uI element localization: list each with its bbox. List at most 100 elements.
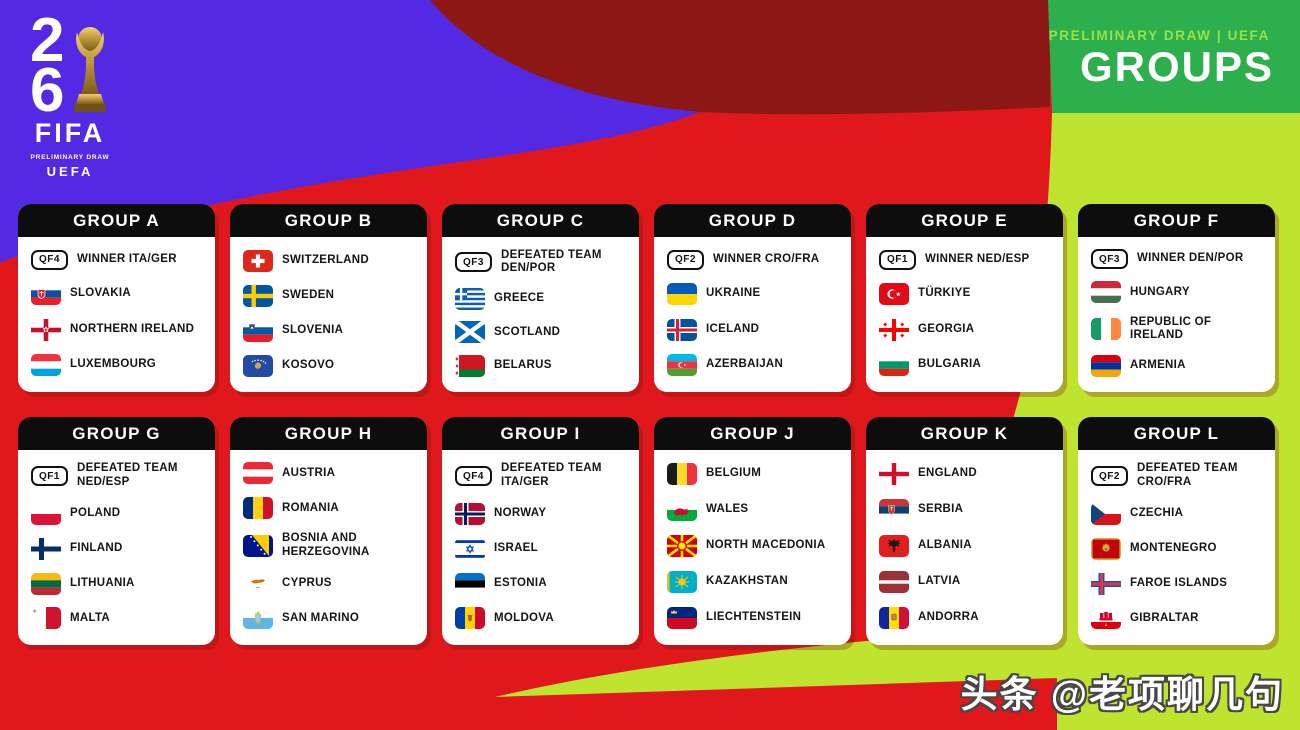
team-row: POLAND: [31, 502, 207, 525]
group-name: GROUP B: [284, 210, 373, 230]
team-row: FAROE ISLANDS: [1091, 572, 1267, 595]
team-row: KOSOVO: [243, 354, 419, 377]
flag-armenia-icon: [1091, 354, 1121, 377]
group-name: GROUP J: [710, 423, 795, 443]
group-name: GROUP K: [920, 423, 1009, 443]
team-row: GIBRALTAR: [1091, 607, 1267, 630]
team-label: GIBRALTAR: [1130, 611, 1199, 624]
group-card-body: QF3 DEFEATED TEAM DEN/POR GREECE SCOTLAND BE…: [442, 237, 639, 392]
flag-belgium-icon: [667, 463, 697, 485]
flag-czechia-icon: [1091, 502, 1121, 525]
team-row: ISRAEL: [455, 537, 631, 560]
team-label: DEFEATED TEAM DEN/POR: [501, 248, 602, 275]
group-name: GROUP H: [284, 423, 373, 443]
qf1-badge: QF1: [31, 466, 68, 487]
group-card-f: GROUP F QF3 WINNER DEN/POR HUNGARY REPUBLIC …: [1078, 204, 1275, 392]
group-card-header: GROUP E: [866, 204, 1063, 237]
team-row: HUNGARY: [1091, 281, 1267, 304]
team-row: SLOVENIA: [243, 319, 419, 342]
team-row: QF4 DEFEATED TEAM ITA/GER: [455, 462, 631, 489]
group-card-header: GROUP A: [18, 204, 215, 237]
team-row: BELGIUM: [667, 463, 843, 485]
team-label: WINNER CRO/FRA: [713, 252, 820, 265]
group-card-body: QF4 DEFEATED TEAM ITA/GER NORWAY ISRAEL ESTO…: [442, 450, 639, 645]
team-row: UKRAINE: [667, 283, 843, 306]
flag-belarus-icon: [455, 355, 485, 378]
group-name: GROUP G: [72, 423, 161, 443]
fifa-wordmark: FIFA: [34, 118, 106, 148]
flag-lithuania-icon: [31, 572, 61, 595]
team-row: SCOTLAND: [455, 321, 631, 344]
team-row: CZECHIA: [1091, 502, 1267, 525]
team-label: ROMANIA: [282, 501, 340, 514]
flag-greece-icon: [455, 287, 485, 310]
group-card-k: GROUP K ENGLAND SERBIA ALBANIA LATVIA ANDORRA: [866, 417, 1063, 645]
team-row: QF3 DEFEATED TEAM DEN/POR: [455, 249, 631, 276]
flag-wales-icon: [667, 499, 697, 521]
team-row: ICELAND: [667, 318, 843, 341]
team-label: POLAND: [70, 506, 121, 519]
logo-tagline: PRELIMINARY DRAW: [30, 154, 110, 161]
qf3-badge: QF3: [1091, 249, 1128, 270]
team-label: LUXEMBOURG: [70, 358, 157, 371]
team-label: NORTHERN IRELAND: [70, 322, 195, 335]
flag-montenegro-icon: [1091, 537, 1121, 560]
watermark-text: 头条 @老项聊几句: [960, 674, 1284, 715]
group-card-header: GROUP G: [18, 417, 215, 450]
team-label: ISRAEL: [494, 541, 538, 554]
group-card-g: GROUP G QF1 DEFEATED TEAM NED/ESP POLAND FIN…: [18, 417, 215, 645]
team-label: SWITZERLAND: [282, 253, 369, 266]
flag-georgia-icon: [879, 318, 909, 341]
team-label: ICELAND: [706, 322, 760, 335]
team-label: GEORGIA: [918, 322, 975, 335]
group-card-body: QF2 DEFEATED TEAM CRO/FRA CZECHIA MONTENEGR…: [1078, 450, 1275, 645]
flag-kazakhstan-icon: [667, 571, 697, 593]
logo-digits: 2 6: [24, 10, 116, 121]
group-name: GROUP L: [1133, 423, 1220, 443]
team-label: DEFEATED TEAM NED/ESP: [77, 462, 178, 489]
team-row: ARMENIA: [1091, 354, 1267, 377]
flag-san-marino-icon: [243, 607, 273, 630]
kicker-title: PRELIMINARY DRAW | UEFA: [1048, 28, 1270, 43]
group-card-d: GROUP D QF2 WINNER CRO/FRA UKRAINE ICELAND AZ…: [654, 204, 851, 392]
team-label: ALBANIA: [918, 539, 972, 552]
team-label: MOLDOVA: [494, 611, 555, 624]
group-card-h: GROUP H AUSTRIA ROMANIA BOSNIA AND HERZEGOV…: [230, 417, 427, 645]
fifa-26-logo: 2 6 FIFA PRELIMINARY DRAW UEFA: [24, 10, 116, 179]
team-label: AUSTRIA: [282, 466, 336, 479]
team-label: GREECE: [494, 291, 545, 304]
group-card-header: GROUP H: [230, 417, 427, 450]
team-row: BULGARIA: [879, 354, 1055, 377]
team-label: HUNGARY: [1130, 285, 1190, 298]
flag-malta-icon: [31, 607, 61, 630]
team-row: SAN MARINO: [243, 607, 419, 630]
team-row: FINLAND: [31, 537, 207, 560]
team-row: ROMANIA: [243, 497, 419, 520]
flag-sweden-icon: [243, 284, 273, 307]
group-card-header: GROUP K: [866, 417, 1063, 450]
group-card-header: GROUP J: [654, 417, 851, 450]
qf2-badge: QF2: [1091, 466, 1128, 487]
team-row: MALTA: [31, 607, 207, 630]
group-name: GROUP A: [73, 210, 160, 230]
team-row: LIECHTENSTEIN: [667, 607, 843, 629]
flag-north-macedonia-icon: [667, 535, 697, 557]
group-card-body: ENGLAND SERBIA ALBANIA LATVIA ANDORRA: [866, 450, 1063, 645]
group-card-body: SWITZERLAND SWEDEN SLOVENIA KOSOVO: [230, 237, 427, 392]
group-name: GROUP F: [1133, 210, 1220, 230]
team-label: SAN MARINO: [282, 611, 360, 624]
flag-estonia-icon: [455, 572, 485, 595]
team-label: FAROE ISLANDS: [1130, 576, 1228, 589]
group-name: GROUP C: [496, 210, 585, 230]
world-cup-trophy-icon: [74, 27, 106, 112]
team-row: QF4 WINNER ITA/GER: [31, 249, 207, 270]
team-label: KAZAKHSTAN: [706, 575, 789, 588]
qf2-badge: QF2: [667, 249, 704, 270]
group-name: GROUP D: [708, 210, 797, 230]
team-row: ALBANIA: [879, 535, 1055, 557]
flag-albania-icon: [879, 535, 909, 557]
team-row: MOLDOVA: [455, 607, 631, 630]
group-card-body: BELGIUM WALES NORTH MACEDONIA KAZAKHSTAN LIE…: [654, 450, 851, 645]
flag-northern-ireland-icon: [31, 318, 61, 341]
